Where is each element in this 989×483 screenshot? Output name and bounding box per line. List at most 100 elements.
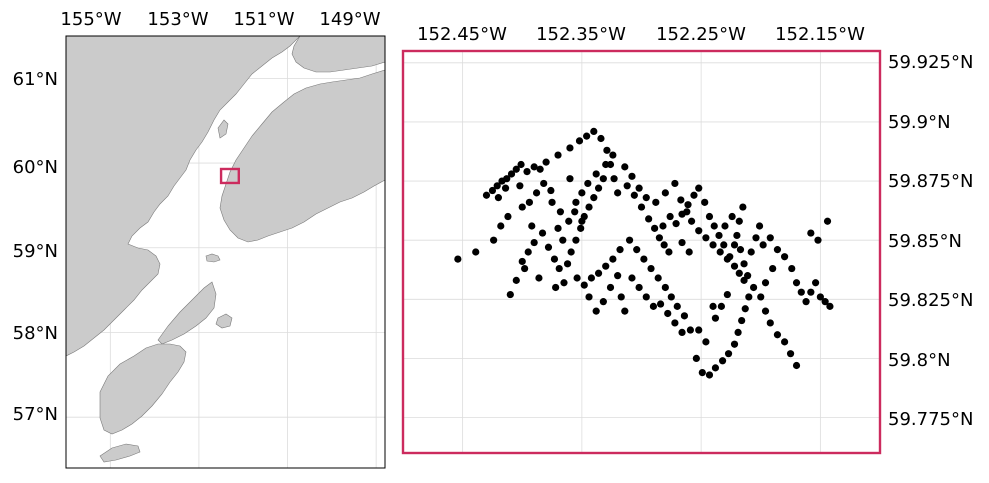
sample-point-55 [690,191,698,199]
sample-point-109 [518,257,526,266]
northern-arm-land [291,36,385,73]
sample-point-179 [540,179,548,188]
mainland-west-coast [66,36,301,357]
sample-point-92 [654,274,662,282]
detail-gridlines [403,51,880,453]
detail-ocean [403,51,880,453]
afognak-island [157,281,217,345]
sample-point-200 [728,212,736,221]
detail-lon-label-3: 152.25°W [656,24,746,45]
trinity-islands [99,443,141,463]
sample-point-101 [587,274,596,282]
kalgin-island [217,119,229,139]
kodiak-island [99,343,187,435]
sample-point-104 [552,283,560,292]
sample-point-9 [512,165,520,173]
sample-point-103 [573,274,581,282]
detail-lat-label-3: 59.875°N [888,171,973,192]
sample-point-21 [603,146,611,154]
sample-point-40 [585,203,593,211]
sample-point-173 [599,298,607,306]
sample-point-46 [637,203,646,211]
sample-point-169 [621,307,629,315]
overview-map: 155°W 153°W 151°W 149°W 61°N 60°N 59°N 5… [13,9,386,469]
sample-point-197 [659,222,667,230]
sample-point-108 [512,276,520,284]
sample-point-164 [711,314,720,322]
overview-lat-label-5: 57°N [13,404,58,425]
detail-frame [401,49,882,455]
sample-point-124 [642,194,650,202]
sample-point-160 [786,350,795,358]
sample-point-177 [571,208,579,216]
sample-point-61 [720,241,728,249]
sample-point-175 [585,293,593,301]
sample-point-196 [678,238,686,247]
sample-point-90 [667,293,675,301]
sample-point-168 [628,274,636,282]
sample-point-98 [609,255,617,263]
sample-point-157 [766,319,774,327]
sample-point-130 [687,217,696,225]
sample-point-89 [673,302,681,310]
sample-point-27 [504,212,512,221]
sample-point-145 [807,288,815,296]
sample-point-152 [823,217,832,225]
sample-point-66 [739,203,747,211]
sample-point-151 [807,229,815,237]
sample-point-86 [692,354,700,363]
sample-point-52 [672,220,680,228]
sample-point-116 [578,189,586,197]
sample-point-35 [563,260,572,268]
sample-point-190 [664,309,672,318]
study-area-box [219,167,240,185]
sample-point-18 [583,132,591,140]
sample-point-182 [501,184,510,192]
sample-point-4 [488,186,497,195]
sample-point-105 [535,274,543,282]
sample-point-51 [665,248,673,256]
sample-point-118 [592,170,600,178]
sample-point-34 [560,279,568,287]
overview-lon-label-1: 155°W [60,9,121,30]
sample-point-178 [547,186,555,195]
sample-point-194 [709,302,717,310]
overview-lat-label-1: 61°N [13,69,58,90]
sample-point-161 [792,361,801,370]
sample-point-140 [781,253,789,261]
sample-point-135 [723,255,731,263]
overview-lon-label-3: 151°W [233,9,294,30]
sample-point-96 [625,236,634,244]
detail-lat-label-2: 59.9°N [888,112,951,133]
sample-point-189 [671,319,679,327]
sample-point-184 [516,182,524,190]
sample-point-195 [685,248,693,256]
sample-point-127 [671,179,679,188]
sample-point-45 [630,191,638,199]
sample-point-187 [566,175,574,183]
sample-point-176 [578,217,586,225]
sample-point-112 [548,198,556,206]
sample-point-137 [759,241,767,249]
sample-point-74 [755,222,764,230]
sample-point-14 [542,158,550,166]
sample-point-94 [640,255,648,263]
sample-point-155 [757,293,765,301]
sample-point-167 [635,283,643,292]
overview-lon-label-2: 153°W [147,9,208,30]
sample-point-80 [730,340,739,348]
sample-point-37 [572,236,580,244]
sample-point-76 [745,293,753,301]
sample-point-93 [647,264,655,273]
sample-point-133 [709,241,717,249]
sample-point-170 [617,293,625,301]
sample-point-32 [550,255,559,263]
detail-point-layer [454,127,834,379]
sample-point-126 [661,189,669,197]
sample-point-78 [738,316,746,325]
sample-point-154 [761,279,770,287]
sample-point-119 [602,160,610,169]
sample-point-43 [599,175,607,183]
sample-point-69 [736,246,745,254]
sample-point-72 [747,248,755,256]
